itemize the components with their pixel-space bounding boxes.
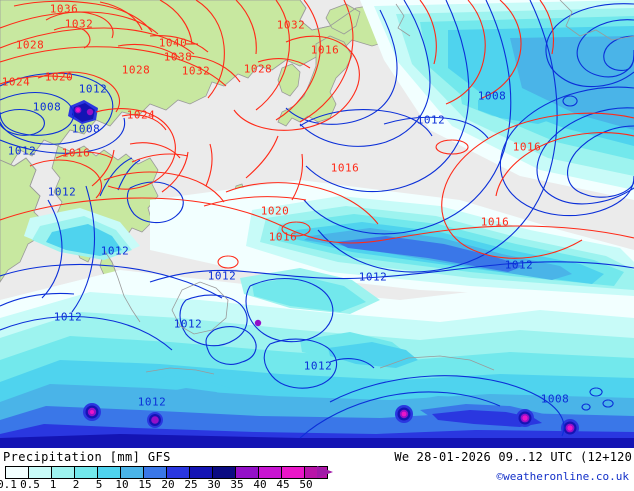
scale-swatch xyxy=(212,467,235,478)
scale-tick: 2 xyxy=(72,478,80,491)
scale-swatch xyxy=(74,467,97,478)
legend-footer: Precipitation [mm] GFS 0.1 0.5 1 2 5 10 15 20 25… xyxy=(0,448,634,491)
scale-swatch xyxy=(51,467,74,478)
scale-swatch xyxy=(6,467,28,478)
coastlines xyxy=(0,0,634,375)
scale-tick: 0.1 xyxy=(0,478,17,491)
scale-tick: 40 xyxy=(253,478,267,491)
scale-swatch xyxy=(304,467,327,478)
scale-tick: 50 xyxy=(299,478,313,491)
scale-overflow-arrow-icon xyxy=(317,466,333,478)
scale-tick: 30 xyxy=(207,478,221,491)
legend-title: Precipitation [mm] GFS xyxy=(3,450,171,464)
scale-swatch xyxy=(166,467,189,478)
scale-tick: 0.5 xyxy=(20,478,40,491)
scale-tick: 5 xyxy=(95,478,103,491)
scale-tick: 45 xyxy=(276,478,290,491)
precipitation-color-scale xyxy=(5,466,328,479)
scale-tick: 35 xyxy=(230,478,244,491)
precipitation-map[interactable]: 1036 1032 1028 1040 1038 1032 1028 1024 1020 1012… xyxy=(0,0,634,448)
scale-tick-labels: 0.1 0.5 1 2 5 10 15 20 25 30 35 40 45 50 xyxy=(0,478,330,491)
scale-swatch xyxy=(258,467,281,478)
scale-tick: 10 xyxy=(115,478,129,491)
copyright-credit[interactable]: ©weatheronline.co.uk xyxy=(496,470,629,483)
model-run-timestamp: We 28-01-2026 09..12 UTC (12+120 xyxy=(394,450,632,464)
scale-swatch xyxy=(120,467,143,478)
scale-tick: 1 xyxy=(49,478,57,491)
scale-swatch xyxy=(97,467,120,478)
map-canvas xyxy=(0,0,634,448)
scale-tick: 15 xyxy=(138,478,152,491)
isobars-high xyxy=(0,0,634,269)
scale-swatch xyxy=(28,467,51,478)
precipitation-field xyxy=(0,0,634,448)
scale-swatch xyxy=(143,467,166,478)
scale-tick: 25 xyxy=(184,478,198,491)
scale-swatch xyxy=(281,467,304,478)
scale-swatch xyxy=(189,467,212,478)
scale-tick: 20 xyxy=(161,478,175,491)
scale-swatch xyxy=(235,467,258,478)
